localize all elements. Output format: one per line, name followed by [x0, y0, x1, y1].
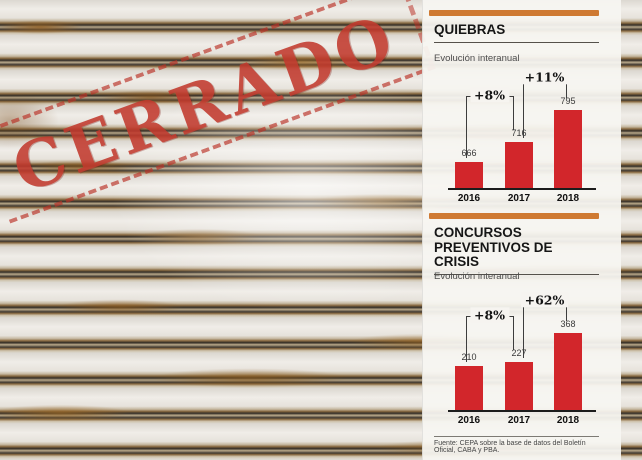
accent-bar-middle: [429, 213, 599, 219]
pct-change-label: +62%: [520, 291, 569, 307]
bar-chart-concursos: 210 2016 227 2017 368 2018 +8% +62%: [448, 291, 596, 427]
bracket-right-leg: [566, 300, 567, 321]
bar: [455, 161, 483, 188]
year-label: 2017: [507, 415, 531, 426]
accent-bar-top: [429, 10, 599, 16]
pct-change-label: +11%: [520, 69, 569, 85]
bracket-right-leg: [513, 316, 514, 351]
bar: [554, 332, 582, 410]
bar-value-label: 368: [560, 318, 576, 329]
cerrado-stamp: CERRADO: [0, 0, 436, 224]
bar: [455, 365, 483, 410]
stamp-text: CERRADO: [3, 0, 407, 209]
chart-title-quiebras: QUIEBRAS: [434, 22, 599, 43]
source-note: Fuente: CEPA sobre la base de datos del …: [434, 440, 586, 454]
footer-divider: [434, 436, 599, 437]
pct-change-label: +8%: [469, 307, 510, 323]
year-label: 2017: [507, 193, 531, 204]
chart-subtitle-quiebras: Evolución interanual: [434, 53, 520, 64]
bar: [554, 110, 582, 188]
stats-panel: QUIEBRAS Evolución interanual 666 2016 716…: [422, 0, 621, 460]
bracket-right-leg: [566, 78, 567, 98]
bar: [505, 141, 533, 188]
bracket-right-leg: [513, 95, 514, 130]
x-axis: [448, 188, 596, 190]
year-label: 2016: [457, 193, 481, 204]
bar-value-label: 716: [511, 127, 527, 138]
pct-change-label: +8%: [469, 86, 510, 102]
bar-value-label: 210: [461, 351, 477, 362]
bar-chart-quiebras: 666 2016 716 2017 795 2018 +8% +11%: [448, 69, 596, 205]
bar: [505, 362, 533, 410]
bracket-left-leg: [523, 78, 524, 138]
bracket-left-leg: [466, 316, 467, 362]
chart-title-concursos: CONCURSOS PREVENTIVOS DE CRISIS: [434, 225, 599, 275]
year-label: 2016: [457, 415, 481, 426]
x-axis: [448, 410, 596, 412]
bar-value-label: 666: [461, 147, 477, 158]
year-label: 2018: [556, 193, 580, 204]
bracket-left-leg: [523, 300, 524, 359]
bar-value-label: 227: [511, 348, 527, 359]
bar-value-label: 795: [560, 96, 576, 106]
year-label: 2018: [556, 415, 580, 426]
chart-subtitle-concursos: Evolución interanual: [434, 271, 520, 282]
bracket-left-leg: [466, 95, 467, 158]
